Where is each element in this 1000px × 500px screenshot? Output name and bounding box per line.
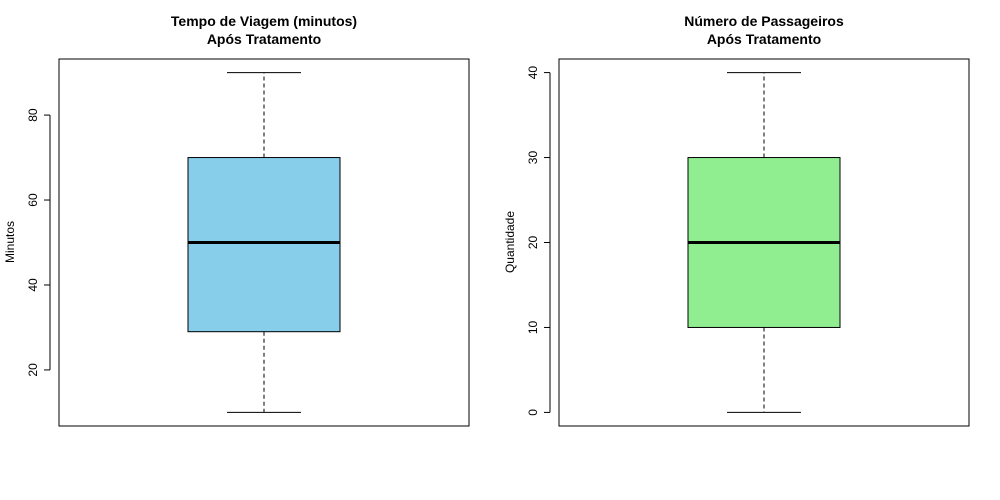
boxplot-1 [187,72,341,413]
y-tick-label-2-0: 0 [526,409,540,416]
boxplot-2 [687,72,841,413]
y-tick-label-2-4: 40 [526,66,540,80]
chart-title-2-line-2: Após Tratamento [707,31,821,47]
panel-travel-time: Tempo de Viagem (minutos) Após Tratament… [3,13,470,427]
chart-title-1-line-2: Após Tratamento [207,31,321,47]
y-tick-label-1-1: 40 [26,278,40,292]
y-tick-label-1-2: 60 [26,193,40,207]
y-tick-label-2-3: 30 [526,151,540,165]
y-axis-2: 0 10 20 30 40 [526,66,551,416]
chart-title-2-line-1: Número de Passageiros [684,13,844,29]
y-axis-1: 20 40 60 80 [26,108,51,377]
panel-passengers: Número de Passageiros Após Tratamento Qu… [503,13,970,427]
y-tick-label-2-1: 10 [526,320,540,334]
chart-title-1-line-1: Tempo de Viagem (minutos) [171,13,357,29]
plot-frame-2 [558,58,970,427]
y-tick-label-1-3: 80 [26,108,40,122]
y-tick-label-1-0: 20 [26,363,40,377]
y-axis-label-1: Minutos [3,221,17,263]
plot-frame-1 [58,58,470,427]
y-tick-label-2-2: 20 [526,236,540,250]
iqr-box-1 [187,157,341,333]
y-axis-label-2: Quantidade [503,211,517,273]
